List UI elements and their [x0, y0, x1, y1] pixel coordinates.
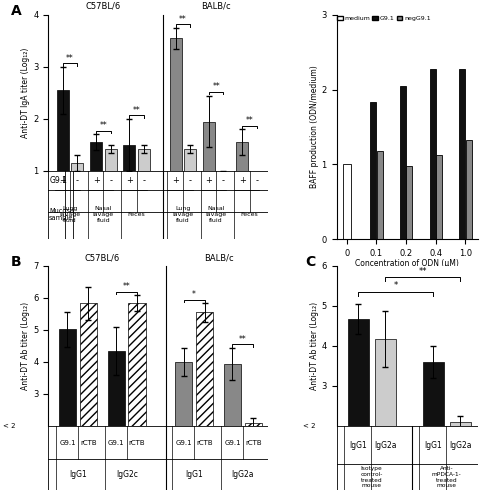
Text: **: ** — [123, 282, 130, 291]
Text: IgG1: IgG1 — [349, 440, 367, 450]
Bar — [375, 339, 396, 426]
Bar — [244, 423, 262, 426]
Text: Anti-
mPDCA-1-
treated
mouse: Anti- mPDCA-1- treated mouse — [432, 466, 462, 488]
Text: **: ** — [66, 54, 74, 63]
Bar — [224, 364, 241, 426]
Text: BALB/c: BALB/c — [204, 254, 233, 262]
Text: +: + — [205, 176, 213, 185]
Text: **: ** — [246, 116, 254, 125]
Text: Mucosa
sample: Mucosa sample — [49, 208, 74, 221]
Text: G9.1: G9.1 — [175, 440, 192, 446]
Text: C: C — [305, 254, 315, 268]
Text: IgG1: IgG1 — [185, 470, 203, 479]
Text: IgG1: IgG1 — [425, 440, 442, 450]
Text: **: ** — [213, 82, 220, 92]
Bar — [377, 151, 383, 239]
Text: B: B — [11, 254, 22, 268]
Bar — [348, 319, 369, 426]
Bar — [236, 142, 248, 171]
Text: rCTB: rCTB — [196, 440, 213, 446]
Bar — [459, 69, 465, 239]
Text: Feces: Feces — [128, 212, 145, 217]
Text: **: ** — [418, 266, 427, 276]
Bar — [203, 122, 215, 171]
Text: Isotype
control-
treated
mouse: Isotype control- treated mouse — [360, 466, 383, 488]
Bar — [138, 149, 150, 171]
Bar — [466, 140, 472, 239]
Text: +: + — [59, 176, 66, 185]
Text: -: - — [109, 176, 112, 185]
Text: +: + — [93, 176, 99, 185]
Bar — [407, 166, 412, 239]
Text: rCTB: rCTB — [129, 440, 145, 446]
Y-axis label: BAFF production (ODN/medium): BAFF production (ODN/medium) — [310, 66, 319, 188]
Text: **: ** — [99, 122, 107, 130]
Bar — [128, 303, 146, 426]
Text: -: - — [76, 176, 79, 185]
Y-axis label: Anti-DT Ab titer (Log₁₂): Anti-DT Ab titer (Log₁₂) — [21, 302, 30, 390]
Text: IgG2a: IgG2a — [374, 440, 397, 450]
Text: Lung
lavage
fluid: Lung lavage fluid — [59, 206, 81, 223]
Text: C57BL/6: C57BL/6 — [85, 254, 120, 262]
Text: rCTB: rCTB — [80, 440, 97, 446]
Text: *: * — [394, 282, 398, 290]
Text: IgG2c: IgG2c — [116, 470, 138, 479]
Text: G9.1: G9.1 — [59, 440, 76, 446]
Text: Nasal
lavage
fluid: Nasal lavage fluid — [206, 206, 227, 223]
Text: +: + — [239, 176, 246, 185]
Text: IgG2a: IgG2a — [449, 440, 471, 450]
Text: IgG2a: IgG2a — [232, 470, 254, 479]
Text: G9.1: G9.1 — [108, 440, 125, 446]
Text: **: ** — [239, 334, 247, 344]
Text: G9.1: G9.1 — [224, 440, 241, 446]
Bar — [429, 69, 436, 239]
Text: A: A — [11, 4, 22, 18]
Bar — [105, 149, 117, 171]
Text: +: + — [172, 176, 179, 185]
Text: rCTB: rCTB — [245, 440, 262, 446]
Text: < 2: < 2 — [3, 423, 15, 429]
Text: < 2: < 2 — [303, 423, 315, 429]
Text: Feces: Feces — [241, 212, 258, 217]
Y-axis label: Anti-DT Ab titer (Log₁₂): Anti-DT Ab titer (Log₁₂) — [310, 302, 319, 390]
Text: -: - — [222, 176, 225, 185]
Text: BALB/c: BALB/c — [201, 2, 231, 11]
Bar — [370, 102, 376, 239]
Text: IgG1: IgG1 — [69, 470, 87, 479]
Bar — [90, 142, 102, 171]
Bar — [436, 156, 442, 239]
Text: *: * — [192, 290, 196, 299]
Bar — [343, 164, 351, 239]
Bar — [71, 163, 84, 171]
Bar — [80, 304, 97, 426]
Bar — [175, 362, 192, 426]
Text: **: ** — [179, 15, 187, 24]
Bar — [184, 149, 196, 171]
Bar — [108, 351, 125, 426]
Bar — [170, 38, 182, 171]
Y-axis label: Anti-DT IgA titer (Log₁₂): Anti-DT IgA titer (Log₁₂) — [21, 48, 30, 138]
Bar — [423, 362, 444, 426]
Text: -: - — [189, 176, 192, 185]
Bar — [57, 90, 69, 171]
Text: G9.1: G9.1 — [49, 176, 67, 185]
Bar — [124, 145, 135, 171]
Bar — [450, 422, 470, 426]
Legend: medium, G9.1, negG9.1: medium, G9.1, negG9.1 — [337, 16, 431, 21]
Text: **: ** — [133, 106, 141, 115]
X-axis label: Concentration of ODN (μM): Concentration of ODN (μM) — [355, 259, 459, 268]
Bar — [400, 86, 406, 239]
Text: -: - — [256, 176, 258, 185]
Text: Lung
lavage
fluid: Lung lavage fluid — [172, 206, 193, 223]
Bar — [196, 312, 213, 426]
Text: -: - — [142, 176, 145, 185]
Text: C57BL/6: C57BL/6 — [86, 2, 121, 11]
Bar — [59, 330, 76, 426]
Text: +: + — [126, 176, 133, 185]
Text: Nasal
lavage
fluid: Nasal lavage fluid — [93, 206, 114, 223]
